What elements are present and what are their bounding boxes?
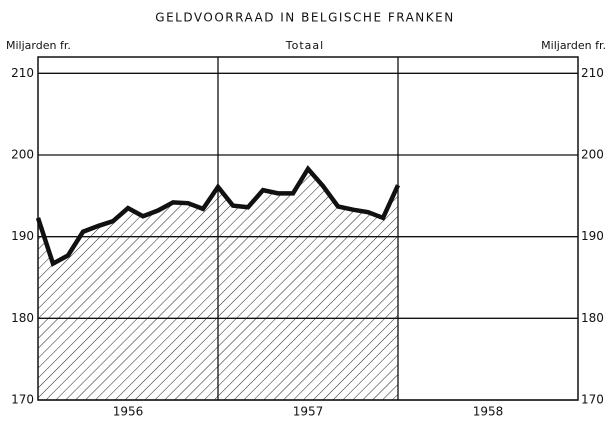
y-tick-label: 210 [581,66,604,80]
y-tick-label: 210 [11,66,34,80]
plot-frame [37,56,579,401]
y-tick-label: 180 [581,311,604,325]
line [35,165,401,267]
x-tick-label: 1957 [293,405,324,419]
y-tick-label: 180 [11,311,34,325]
y-tick-label: 170 [11,393,34,407]
subtitle: Totaal [285,39,324,52]
y-tick-label: 200 [581,148,604,162]
y-axis-label: Miljarden fr. [6,39,71,52]
y-tick-label: 190 [11,229,34,243]
y-tick-label: 200 [11,148,34,162]
x-tick-label: 1958 [473,405,504,419]
y-tick-label: 190 [581,229,604,243]
y-tick-label: 170 [581,393,604,407]
x-tick-label: 1956 [113,405,144,419]
chart-title: GELDVOORRAAD IN BELGISCHE FRANKEN [155,11,454,25]
y-axis-label: Miljarden fr. [541,39,606,52]
